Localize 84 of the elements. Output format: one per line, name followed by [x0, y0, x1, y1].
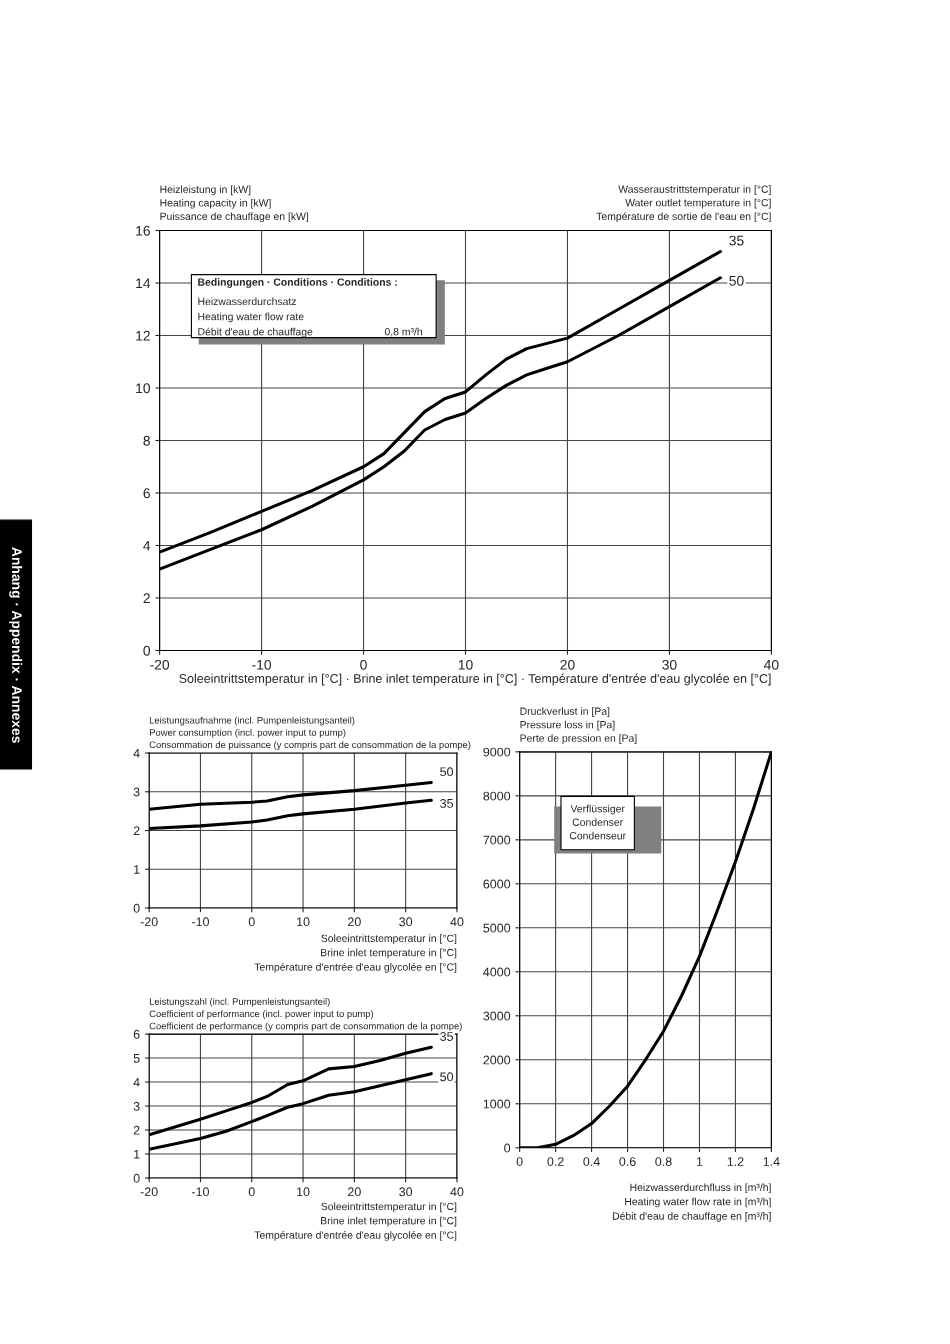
x-tick-label: 20	[560, 659, 575, 670]
x-tick-label: 0	[516, 1157, 523, 1166]
series-label: 50	[440, 1072, 454, 1082]
y-tick-label: 8000	[483, 791, 511, 801]
series-label: 35	[729, 235, 744, 246]
y-axis-title: Leistungsaufnahme (incl. Pumpenleistungsanteil) Power consumption (incl. power input to pump) Consommation de puissance (y compris part de consommation de la pompe)	[149, 716, 471, 750]
y-tick-label: 5	[133, 1053, 140, 1063]
y-axis-title: Leistungszahl (incl. Pumpenleistungsanteil) Coefficient of performance (incl. power input to pump) Coefficient de performance (y compris part de consommation de la pompe)	[149, 997, 462, 1032]
x-tick-label: 40	[450, 917, 464, 927]
annotation: Débit d'eau de chauffage	[198, 327, 313, 338]
x-tick-label: -20	[150, 659, 170, 670]
x-tick-label: 1.2	[727, 1157, 744, 1166]
y-tick-label: 2	[143, 593, 150, 604]
y-tick-label: 12	[136, 330, 150, 341]
x-tick-label: 0.8	[655, 1157, 672, 1166]
series-label: 35	[440, 798, 454, 808]
y-tick-label: 8	[143, 435, 150, 446]
x-tick-label: -10	[191, 917, 209, 927]
y-tick-label: 4	[133, 748, 140, 758]
y-tick-label: 7000	[483, 835, 511, 845]
x-tick-label: 0.6	[619, 1157, 636, 1166]
x-tick-label: 30	[662, 659, 677, 670]
x-axis-title: Heizwasserdurchfluss in [m³/h] Heating water flow rate in [m³/h] Débit d'eau de chauffage en [m³/h]	[612, 1183, 771, 1222]
x-tick-label: 1	[696, 1157, 703, 1166]
x-tick-label: 0.2	[547, 1157, 564, 1166]
x-tick-label: 40	[450, 1187, 464, 1197]
x-tick-label: -20	[140, 1187, 158, 1197]
series-label: 50	[729, 275, 744, 286]
y-tick-label: 3000	[483, 1011, 511, 1021]
y-tick-label: 1000	[483, 1099, 511, 1109]
annotation: Bedingungen · Conditions · Conditions :	[198, 278, 397, 288]
annotation: Heizwasserdurchsatz	[198, 297, 297, 306]
x-tick-label: 20	[348, 1187, 361, 1197]
x-tick-label: 40	[764, 659, 779, 670]
annotation: Heating water flow rate	[198, 312, 304, 323]
annotation: Condenseur	[569, 831, 626, 840]
y-tick-label: 14	[136, 278, 151, 289]
y-tick-label: 6	[133, 1029, 140, 1039]
series-label: 35	[440, 1032, 454, 1041]
y-tick-label: 2	[133, 1125, 140, 1135]
y-tick-label: 0	[133, 1173, 140, 1183]
y-tick-label: 3	[133, 1101, 140, 1111]
y-tick-label: 2000	[483, 1055, 511, 1065]
y-tick-label: 4	[133, 1077, 140, 1087]
y-tick-label: 6000	[483, 879, 511, 889]
x-tick-label: 0	[360, 659, 367, 670]
legend-title: Wasseraustrittstemperatur in [°C] Water outlet temperature in [°C] Température de sortie de l'eau en [°C]	[596, 185, 771, 223]
y-tick-label: 0	[133, 903, 140, 913]
x-tick-label: 10	[458, 659, 473, 670]
x-axis-title: Soleeintrittstemperatur in [°C] Brine inlet temperature in [°C] Température d'entrée d'eau glycolée en [°C]	[254, 1202, 457, 1241]
y-axis-title: Druckverlust in [Pa] Pressure loss in [Pa] Perte de pression en [Pa]	[520, 707, 637, 744]
y-tick-label: 4	[143, 540, 151, 551]
x-tick-label: 30	[399, 917, 413, 927]
y-tick-label: 9000	[483, 747, 511, 757]
x-tick-label: 10	[297, 917, 310, 927]
y-tick-label: 1	[134, 865, 140, 874]
y-tick-label: 6	[143, 488, 150, 499]
series-label: 50	[440, 767, 454, 777]
y-axis-title: Heizleistung in [kW] Heating capacity in [kW] Puissance de chauffage en [kW]	[160, 185, 309, 223]
x-tick-label: 0.4	[583, 1157, 600, 1166]
y-tick-label: 10	[136, 383, 151, 394]
x-axis-title: Soleeintrittstemperatur in [°C] Brine inlet temperature in [°C] Température d'entrée d'eau glycolée en [°C]	[254, 934, 457, 973]
y-tick-label: 5000	[483, 923, 511, 933]
x-tick-label: 10	[297, 1187, 310, 1197]
annotation: Condenser	[572, 818, 623, 826]
x-tick-label: -10	[191, 1187, 209, 1197]
x-tick-label: 20	[348, 917, 361, 927]
y-tick-label: 0	[504, 1143, 511, 1153]
y-tick-label: 4000	[483, 967, 511, 977]
x-tick-label: -10	[252, 659, 272, 670]
x-tick-label: 1.4	[763, 1157, 780, 1166]
y-tick-label: 2	[133, 826, 140, 836]
annotation: 0,8 m³/h	[384, 327, 422, 337]
x-axis-title: Soleeintrittstemperatur in [°C] · Brine inlet temperature in [°C] · Température d'entrée d'eau glycolée en [°C]	[179, 673, 771, 686]
text: Anhang · Appendix · Annexes	[9, 547, 23, 743]
y-tick-label: 16	[136, 225, 150, 236]
x-tick-label: 30	[399, 1187, 413, 1197]
x-tick-label: 0	[248, 917, 255, 927]
y-tick-label: 0	[143, 645, 151, 656]
y-tick-label: 3	[133, 787, 140, 797]
x-tick-label: -20	[140, 917, 158, 927]
x-tick-label: 0	[248, 1187, 255, 1197]
annotation: Verflüssiger	[570, 804, 625, 815]
y-tick-label: 1	[134, 1149, 140, 1159]
